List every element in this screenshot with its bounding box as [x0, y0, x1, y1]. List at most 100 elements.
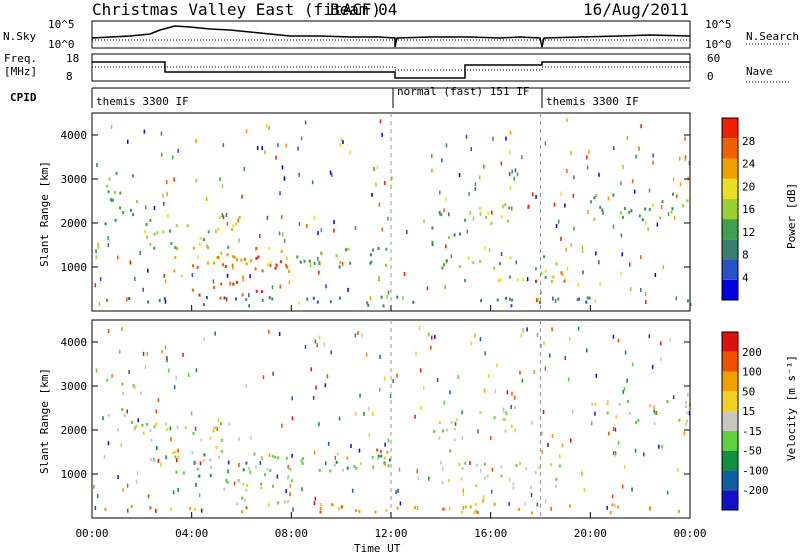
power-region-cell — [453, 233, 456, 237]
velocity-region-cell — [685, 405, 688, 409]
velocity-region-cell — [504, 429, 507, 433]
power-region-cell — [500, 215, 503, 219]
colorbar-tick-label: 50 — [742, 385, 755, 398]
power-region-cell — [255, 246, 258, 250]
power-speckle — [554, 299, 557, 304]
velocity-region-cell — [648, 506, 651, 510]
freq-tick-top: 18 — [66, 52, 79, 65]
power-region-cell — [232, 224, 235, 228]
velocity-region-cell — [453, 438, 456, 442]
power-region-cell — [275, 263, 278, 267]
nave-tick-bottom: 0 — [707, 70, 714, 83]
power-region-cell — [108, 177, 111, 181]
power-region-cell — [223, 296, 226, 300]
power-region-cell — [166, 214, 169, 218]
velocity-ytick-label: 4000 — [61, 336, 88, 349]
power-speckle — [684, 136, 686, 141]
velocity-region-cell — [473, 511, 476, 515]
cpid-panel: CPID themis 3300 IF normal (fast) 151 IF… — [10, 85, 690, 108]
power-speckle — [630, 287, 632, 292]
power-region-cell — [261, 298, 264, 302]
power-region-cell — [119, 191, 122, 195]
power-speckle — [271, 285, 274, 290]
velocity-region-cell — [493, 416, 496, 420]
velocity-speckle — [457, 375, 459, 379]
velocity-region-cell — [474, 502, 477, 506]
velocity-speckle — [117, 475, 119, 480]
power-speckle — [626, 136, 628, 141]
power-speckle — [450, 254, 453, 259]
power-speckle — [621, 252, 623, 257]
power-speckle — [598, 172, 600, 177]
power-region-cell — [442, 263, 445, 267]
velocity-speckle — [462, 491, 465, 496]
velocity-region-cell — [242, 482, 245, 486]
velocity-region-cell — [606, 400, 609, 404]
power-speckle — [445, 143, 448, 148]
power-speckle — [373, 167, 375, 171]
power-speckle — [142, 287, 144, 292]
velocity-region-cell — [517, 507, 520, 511]
power-ytick-label: 3000 — [61, 173, 88, 186]
power-region-cell — [186, 224, 189, 228]
velocity-speckle — [325, 461, 327, 466]
velocity-region-cell — [248, 467, 251, 470]
power-speckle — [237, 218, 239, 223]
power-region-cell — [497, 279, 500, 283]
cpid-label: CPID — [10, 91, 37, 104]
power-region-cell — [245, 262, 248, 266]
power-speckle — [570, 151, 572, 156]
power-speckle — [94, 283, 97, 288]
velocity-region-cell — [447, 479, 450, 483]
velocity-speckle — [372, 411, 374, 416]
power-speckle — [241, 194, 243, 199]
velocity-speckle — [365, 352, 368, 357]
power-speckle — [577, 282, 579, 287]
velocity-speckle — [324, 383, 327, 388]
velocity-region-cell — [346, 456, 349, 460]
power-speckle — [531, 192, 534, 197]
power-region-cell — [269, 264, 272, 268]
velocity-region-cell — [135, 424, 138, 428]
velocity-speckle — [660, 341, 662, 346]
velocity-region-cell — [130, 420, 133, 424]
velocity-speckle — [176, 458, 178, 463]
velocity-speckle — [315, 385, 317, 390]
power-region-cell — [347, 247, 350, 251]
power-speckle — [333, 220, 335, 225]
power-region-cell — [266, 263, 269, 267]
velocity-speckle — [291, 396, 293, 401]
power-speckle — [679, 156, 681, 161]
velocity-speckle — [561, 443, 564, 448]
velocity-region-cell — [685, 400, 688, 404]
power-speckle — [165, 180, 168, 185]
xtick-label: 00:00 — [673, 527, 706, 540]
velocity-speckle — [482, 498, 484, 503]
velocity-speckle — [157, 458, 160, 463]
velocity-region-cell — [384, 462, 386, 466]
velocity-speckle — [448, 506, 451, 511]
power-region-cell — [280, 249, 283, 253]
velocity-speckle — [617, 441, 620, 445]
velocity-speckle — [533, 370, 535, 374]
power-region-cell — [338, 265, 341, 269]
colorbar-swatch — [722, 450, 738, 471]
power-region-cell — [206, 261, 209, 265]
velocity-region-cell — [202, 459, 205, 462]
power-region-cell — [308, 259, 311, 263]
velocity-region-cell — [500, 474, 503, 478]
power-speckle — [231, 263, 234, 268]
power-region-cell — [232, 255, 235, 258]
power-region-cell — [257, 255, 260, 259]
power-region-cell — [111, 198, 114, 202]
velocity-panel: 4000 3000 2000 1000 Slant Range [km] — [38, 319, 691, 519]
power-region-cell — [671, 207, 674, 211]
power-region-cell — [192, 264, 194, 268]
power-speckle — [288, 280, 291, 285]
velocity-speckle — [261, 456, 263, 461]
velocity-speckle — [545, 499, 547, 504]
velocity-region-cell — [245, 488, 248, 492]
power-speckle — [652, 153, 654, 158]
velocity-region-cell — [414, 506, 416, 509]
power-speckle — [279, 284, 281, 289]
